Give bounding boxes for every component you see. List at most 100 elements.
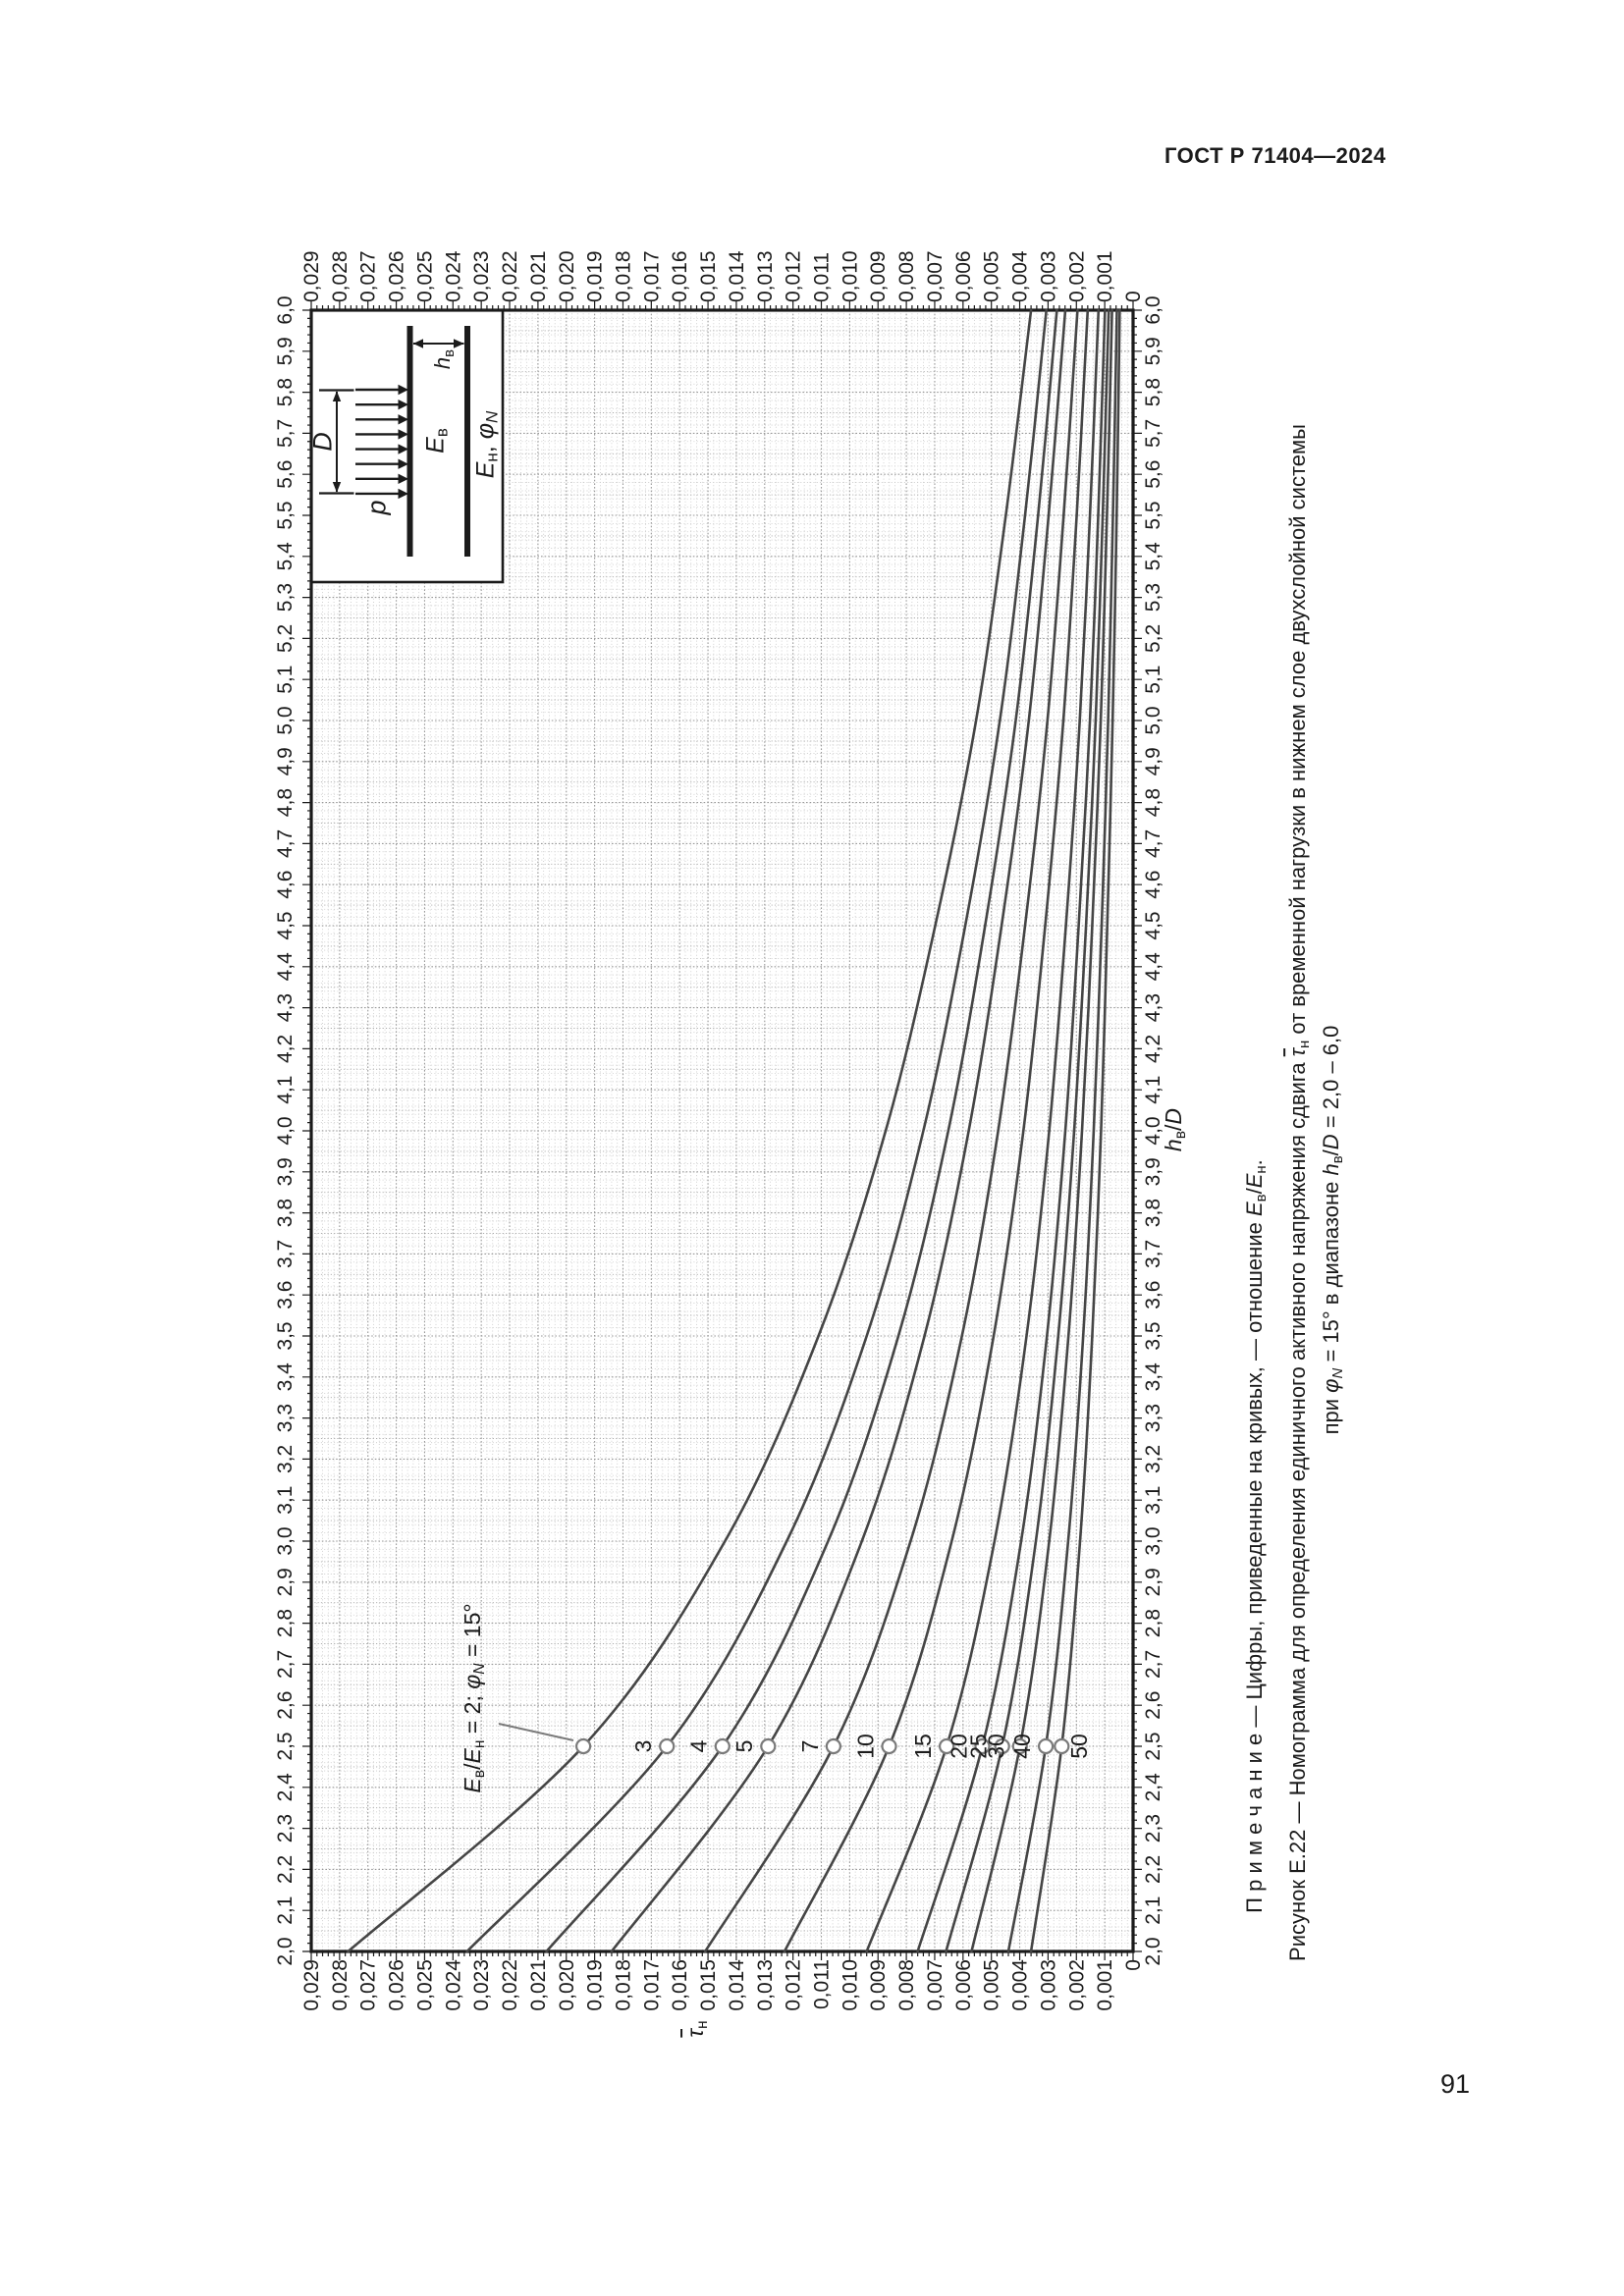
svg-text:3,4: 3,4	[1142, 1362, 1164, 1392]
svg-text:3,4: 3,4	[274, 1362, 297, 1392]
inset-lower-modulus-label: Eн, φN	[471, 410, 502, 479]
svg-text:2,2: 2,2	[274, 1855, 297, 1884]
svg-text:0,029: 0,029	[300, 1959, 323, 2011]
svg-text:6,0: 6,0	[274, 295, 297, 324]
svg-text:3,0: 3,0	[1142, 1526, 1164, 1555]
svg-text:2,4: 2,4	[1142, 1773, 1164, 1802]
marker-ratio-25	[994, 1737, 1010, 1755]
svg-text:0,001: 0,001	[1094, 1959, 1116, 2011]
svg-text:5,0: 5,0	[1142, 706, 1164, 734]
note-text: П р и м е ч а н и е — Цифры, приведенные…	[1242, 1159, 1270, 1913]
svg-text:5,9: 5,9	[1142, 337, 1164, 365]
svg-text:2,2: 2,2	[1142, 1855, 1164, 1884]
svg-text:5,8: 5,8	[1142, 378, 1164, 406]
svg-text:0,005: 0,005	[981, 1959, 1003, 2011]
svg-text:0,028: 0,028	[329, 250, 352, 302]
svg-text:3,5: 3,5	[1142, 1321, 1164, 1350]
svg-text:2,6: 2,6	[1142, 1691, 1164, 1720]
svg-text:4,6: 4,6	[1142, 871, 1164, 899]
marker-ratio-15	[938, 1737, 955, 1755]
svg-text:0,017: 0,017	[640, 250, 663, 302]
inset-diameter-label: D	[307, 432, 338, 452]
svg-text:3,9: 3,9	[1142, 1157, 1164, 1186]
svg-text:0,024: 0,024	[442, 1959, 464, 2011]
curve-ratio-25	[945, 308, 1110, 1953]
svg-text:25: 25	[965, 1734, 991, 1759]
svg-text:4,5: 4,5	[274, 911, 297, 939]
svg-text:0,025: 0,025	[413, 1959, 436, 2011]
curve-ratio-20	[916, 308, 1107, 1953]
svg-text:3,3: 3,3	[1142, 1404, 1164, 1432]
svg-text:5,4: 5,4	[1142, 542, 1164, 571]
svg-text:0,008: 0,008	[895, 250, 918, 302]
svg-text:5,1: 5,1	[274, 666, 297, 694]
svg-text:3,7: 3,7	[1142, 1240, 1164, 1268]
svg-text:0,014: 0,014	[726, 250, 748, 302]
svg-text:3,7: 3,7	[274, 1240, 297, 1268]
svg-text:0,004: 0,004	[1009, 1959, 1032, 2011]
svg-text:5,2: 5,2	[1142, 624, 1164, 653]
svg-text:0,016: 0,016	[669, 1959, 691, 2011]
svg-text:4,0: 4,0	[1142, 1116, 1164, 1145]
svg-text:0,012: 0,012	[783, 250, 805, 302]
svg-text:0,023: 0,023	[470, 250, 493, 302]
svg-text:4,7: 4,7	[274, 829, 297, 858]
svg-text:7: 7	[797, 1740, 823, 1753]
svg-text:5,8: 5,8	[274, 378, 297, 406]
marker-ratio-10	[881, 1737, 897, 1755]
marker-ratio-20	[974, 1737, 991, 1755]
svg-text:3,2: 3,2	[274, 1445, 297, 1473]
svg-text:3,6: 3,6	[1142, 1281, 1164, 1309]
svg-text:0,002: 0,002	[1065, 1959, 1088, 2011]
svg-text:0,021: 0,021	[527, 250, 550, 302]
svg-text:6,0: 6,0	[1142, 295, 1164, 324]
svg-text:3,1: 3,1	[274, 1486, 297, 1515]
svg-text:0,016: 0,016	[669, 250, 691, 302]
svg-text:3,6: 3,6	[274, 1281, 297, 1309]
svg-text:50: 50	[1066, 1734, 1092, 1759]
svg-text:0,013: 0,013	[754, 250, 777, 302]
svg-text:2,8: 2,8	[274, 1609, 297, 1637]
marker-ratio-50	[1054, 1737, 1070, 1755]
svg-text:2,6: 2,6	[274, 1691, 297, 1720]
svg-text:2,1: 2,1	[1142, 1896, 1164, 1925]
svg-text:4,5: 4,5	[1142, 911, 1164, 939]
svg-text:4,1: 4,1	[274, 1076, 297, 1104]
svg-text:4,4: 4,4	[274, 952, 297, 982]
marker-ratio-40	[1037, 1737, 1055, 1755]
svg-text:3,0: 3,0	[274, 1526, 297, 1555]
svg-text:5: 5	[731, 1740, 757, 1753]
svg-text:0,005: 0,005	[981, 250, 1003, 302]
svg-text:2,5: 2,5	[1142, 1732, 1164, 1760]
svg-text:0,013: 0,013	[754, 1959, 777, 2011]
svg-text:4,8: 4,8	[1142, 788, 1164, 817]
page-number: 91	[1440, 2069, 1471, 2099]
svg-text:2,9: 2,9	[274, 1568, 297, 1596]
svg-text:0,002: 0,002	[1065, 250, 1088, 302]
curve-annotation: Eв/Eн = 2; φN = 15°	[460, 1603, 488, 1793]
svg-text:3,9: 3,9	[274, 1157, 297, 1186]
curve-ratio-5	[610, 308, 1067, 1953]
tick-labels: 0,0290,0290,0280,0280,0270,0270,0260,026…	[274, 250, 1164, 2010]
svg-text:3,1: 3,1	[1142, 1486, 1164, 1515]
svg-text:0,021: 0,021	[527, 1959, 550, 2011]
svg-text:4,3: 4,3	[1142, 993, 1164, 1022]
svg-text:2,4: 2,4	[274, 1773, 297, 1802]
svg-text:2,0: 2,0	[274, 1937, 297, 1965]
svg-text:4,9: 4,9	[1142, 747, 1164, 775]
svg-text:0,010: 0,010	[839, 250, 861, 302]
svg-text:0,011: 0,011	[811, 1959, 834, 2009]
svg-text:4,9: 4,9	[274, 747, 297, 775]
svg-text:0,012: 0,012	[783, 1959, 805, 2011]
svg-text:2,9: 2,9	[1142, 1568, 1164, 1596]
svg-text:0,017: 0,017	[640, 1959, 663, 2011]
marker-ratio-30	[1011, 1737, 1028, 1755]
curves	[347, 308, 1121, 1953]
svg-text:40: 40	[1009, 1734, 1035, 1759]
curve-ratio-40	[1006, 308, 1118, 1953]
svg-text:0,003: 0,003	[1037, 1959, 1059, 2011]
svg-text:0: 0	[1122, 291, 1145, 302]
svg-text:0,015: 0,015	[697, 1959, 720, 2011]
svg-text:0,028: 0,028	[329, 1959, 352, 2011]
